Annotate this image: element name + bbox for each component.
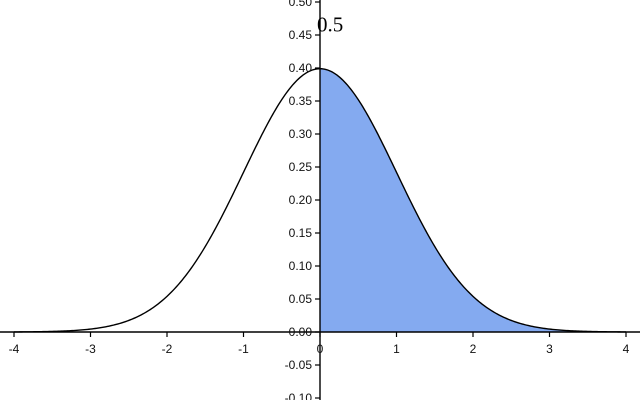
y-tick-label: -0.05 <box>285 358 313 372</box>
x-tick-label: 1 <box>393 342 400 356</box>
y-ticks: -0.10 -0.05 0.00 0.05 0.10 0.15 0.20 0.25 0.30 0.… <box>285 0 320 400</box>
y-tick-label: 0.15 <box>289 226 313 240</box>
x-tick-label: -4 <box>9 342 20 356</box>
y-tick-label: 0.10 <box>289 259 313 273</box>
y-tick-label: 0.45 <box>289 28 313 42</box>
x-tick-label: 3 <box>546 342 553 356</box>
x-ticks: -4 -3 -2 -1 0 1 2 3 4 <box>9 332 630 356</box>
x-tick-label: -2 <box>162 342 173 356</box>
y-tick-label: 0.40 <box>289 61 313 75</box>
y-tick-label: 0.50 <box>289 0 313 9</box>
y-tick-label: -0.10 <box>285 391 313 400</box>
y-tick-label: 0.30 <box>289 127 313 141</box>
y-tick-label: 0.00 <box>289 325 313 339</box>
y-tick-label: 0.20 <box>289 193 313 207</box>
y-tick-label: 0.05 <box>289 292 313 306</box>
x-tick-label: 4 <box>623 342 630 356</box>
annotation-label: 0.5 <box>317 12 343 36</box>
shaded-area <box>320 68 626 332</box>
y-tick-label: 0.35 <box>289 94 313 108</box>
x-tick-label: 0 <box>317 342 324 356</box>
x-tick-label: -1 <box>238 342 249 356</box>
y-tick-label: 0.25 <box>289 160 313 174</box>
x-tick-label: -3 <box>85 342 96 356</box>
x-tick-label: 2 <box>470 342 477 356</box>
